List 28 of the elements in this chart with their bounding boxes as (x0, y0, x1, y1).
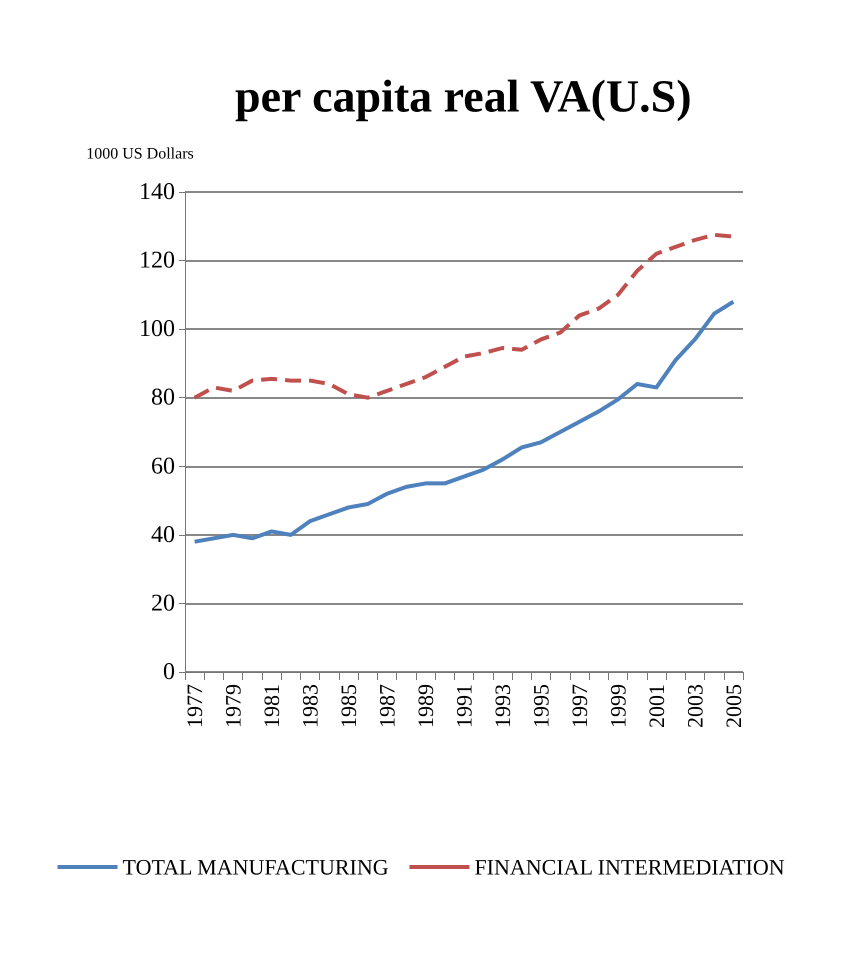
line-series (192, 300, 736, 544)
x-tick-label: 1989 (413, 684, 438, 728)
y-axis-title: 1000 US Dollars (86, 146, 194, 162)
x-tick-label: 2003 (682, 684, 708, 728)
chart-title: per capita real VA(U.S) (235, 70, 692, 122)
x-tick-label: 1979 (220, 684, 246, 728)
x-tick-label: 2005 (720, 684, 746, 728)
legend-label: TOTAL MANUFACTURING (122, 854, 389, 880)
y-tick-label: 100 (139, 316, 175, 342)
x-tick-label: 1987 (374, 684, 400, 728)
x-tick-label: 1983 (298, 684, 323, 728)
y-tick-label: 80 (151, 384, 175, 411)
x-tick-label: 1993 (490, 684, 515, 728)
x-tick-label: 1995 (528, 684, 554, 728)
y-tick-label: 60 (151, 453, 175, 480)
x-tick-label: 1977 (182, 684, 208, 728)
x-tick-label: 1981 (259, 684, 284, 728)
x-tick-label: 2001 (644, 684, 669, 728)
y-tick-label: 0 (163, 659, 175, 685)
x-tick-label: 1985 (336, 684, 362, 728)
y-tick-label: 140 (139, 179, 175, 205)
x-tick-label: 1999 (605, 684, 630, 728)
x-tick-label: 1997 (566, 684, 592, 728)
y-tick-label: 40 (151, 522, 175, 548)
legend-label: FINANCIAL INTERMEDIATION (474, 854, 785, 880)
y-tick-label: 120 (139, 248, 175, 274)
y-tick-label: 20 (151, 590, 175, 616)
x-tick-label: 1991 (452, 684, 476, 728)
